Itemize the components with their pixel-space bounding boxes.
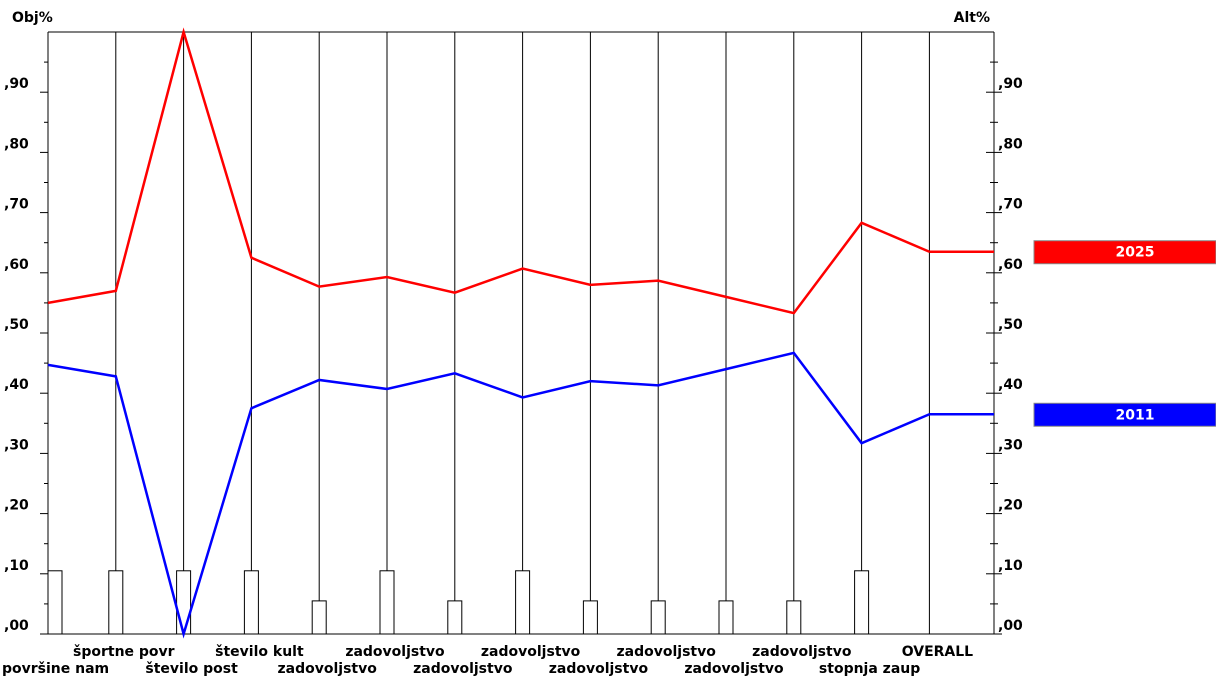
x-tick-label: zadovoljstvo [481,644,581,660]
y-tick-label: ,90 [4,76,29,92]
y-tick-label: ,40 [4,377,29,393]
y2-tick-label: ,40 [998,377,1023,393]
weight-bar [854,570,870,635]
y-tick-label: ,10 [4,558,29,574]
x-tick-label: športne povr [73,644,175,660]
x-tick-label: površine nam [2,661,109,677]
y2-tick-label: ,20 [998,498,1023,514]
y2-tick-label: ,00 [998,618,1023,634]
weight-bar [108,570,124,635]
weight-bar [582,600,598,635]
weight-bar [243,570,259,635]
y2-tick-label: ,30 [998,437,1023,453]
legend-label: 2025 [1116,245,1155,261]
y2-tick-label: ,70 [998,197,1023,213]
y-tick-label: ,00 [4,618,29,634]
y-tick-label: ,30 [4,437,29,453]
y2-axis-label: Alt% [954,10,990,26]
x-tick-label: število post [145,661,238,677]
y2-tick-label: ,90 [998,76,1023,92]
y2-tick-label: ,60 [998,257,1023,273]
weight-bar [379,570,395,635]
x-tick-label: stopnja zaup [819,661,920,677]
y-tick-label: ,20 [4,498,29,514]
y2-tick-label: ,50 [998,317,1023,333]
x-tick-label: zadovoljstvo [617,644,717,660]
x-tick-label: zadovoljstvo [549,661,649,677]
x-tick-label: zadovoljstvo [345,644,445,660]
y-tick-label: ,80 [4,136,29,152]
legend-label: 2011 [1116,407,1155,423]
weight-bar [47,570,63,635]
legend-box [1033,240,1216,265]
y2-tick-label: ,10 [998,558,1023,574]
y-tick-label: ,60 [4,257,29,273]
weight-bar [311,600,327,635]
x-tick-label: zadovoljstvo [684,661,784,677]
weight-bar [176,570,192,635]
weight-bar [447,600,463,635]
legend-box [1033,402,1216,427]
x-tick-label: število kult [215,644,304,660]
series-line [47,27,930,315]
weight-bar [650,600,666,635]
y-axis-label: Obj% [12,10,53,26]
x-tick-label: OVERALL [902,644,973,660]
weight-bar [718,600,734,635]
y-tick-label: ,70 [4,197,29,213]
x-tick-label: zadovoljstvo [278,661,378,677]
series-line [47,351,930,639]
weight-bar [515,570,531,635]
y2-tick-label: ,80 [998,136,1023,152]
x-tick-label: zadovoljstvo [752,644,852,660]
x-tick-label: zadovoljstvo [413,661,513,677]
y-tick-label: ,50 [4,317,29,333]
weight-bar [786,600,802,635]
